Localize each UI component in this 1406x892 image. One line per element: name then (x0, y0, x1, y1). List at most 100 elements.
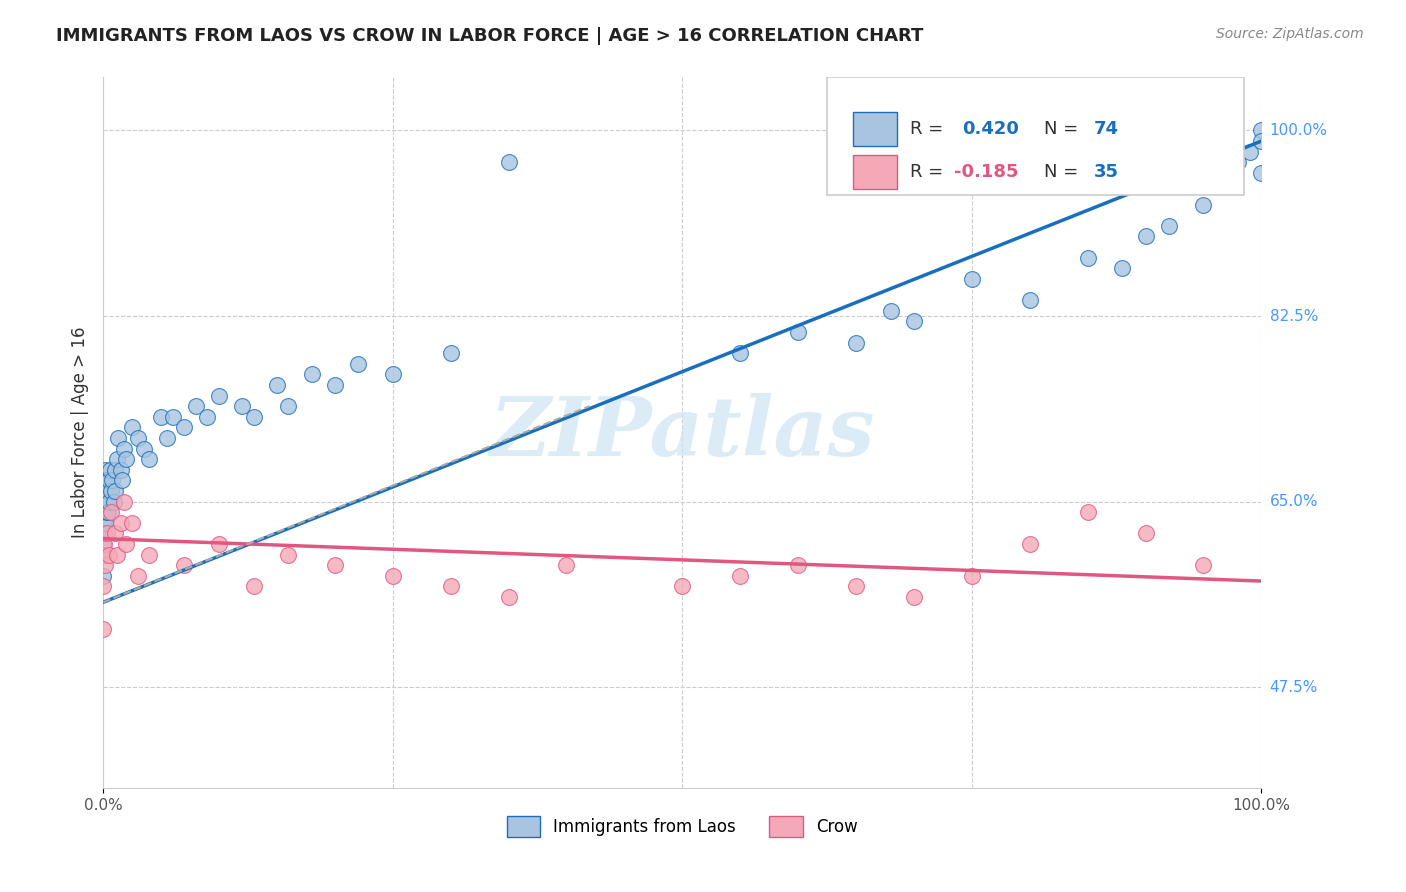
Point (110, 463, 132, 477)
Text: IMMIGRANTS FROM LAOS VS CROW IN LABOR FORCE | AGE > 16 CORRELATION CHART: IMMIGRANTS FROM LAOS VS CROW IN LABOR FO… (56, 27, 924, 45)
Text: 100.0%: 100.0% (1270, 123, 1327, 138)
Point (91, 474, 114, 488)
Point (110, 516, 132, 530)
Point (1227, 155, 1250, 169)
Point (97, 474, 120, 488)
Point (97, 483, 120, 498)
Point (91, 505, 114, 519)
Point (91, 516, 114, 530)
Point (112, 494, 135, 508)
Point (1192, 558, 1215, 573)
Point (266, 378, 288, 392)
Point (1077, 251, 1099, 265)
Point (323, 558, 346, 573)
Point (1111, 261, 1133, 276)
Point (93, 483, 115, 498)
Point (1250, 166, 1272, 180)
Point (112, 442, 135, 456)
Text: 47.5%: 47.5% (1270, 680, 1317, 695)
Point (97, 505, 120, 519)
Point (1018, 537, 1040, 551)
Point (93, 505, 115, 519)
Text: 65.0%: 65.0% (1270, 494, 1319, 509)
Point (93, 537, 115, 551)
Point (903, 314, 925, 328)
Point (1250, 134, 1272, 148)
Point (100, 505, 122, 519)
Point (107, 431, 129, 445)
Point (173, 558, 195, 573)
Y-axis label: In Labor Force | Age > 16: In Labor Force | Age > 16 (72, 326, 89, 539)
Point (277, 399, 299, 413)
Point (104, 526, 127, 541)
Point (98, 463, 121, 477)
Text: 74: 74 (1094, 120, 1118, 138)
Point (242, 409, 264, 424)
Point (1192, 197, 1215, 211)
Bar (852, 155, 897, 189)
Point (1135, 526, 1157, 541)
Bar (852, 112, 897, 146)
Point (231, 399, 253, 413)
Point (91, 548, 114, 562)
Point (787, 558, 810, 573)
Point (1250, 123, 1272, 137)
Point (1077, 505, 1099, 519)
Point (93, 494, 115, 508)
Point (381, 568, 404, 582)
Point (91, 622, 114, 636)
Point (728, 568, 751, 582)
Text: N =: N = (1043, 163, 1084, 181)
Point (91, 568, 114, 582)
Text: Source: ZipAtlas.com: Source: ZipAtlas.com (1216, 27, 1364, 41)
Point (103, 494, 125, 508)
Point (138, 548, 160, 562)
Legend: Immigrants from Laos, Crow: Immigrants from Laos, Crow (501, 810, 865, 844)
Point (93, 526, 115, 541)
Point (1157, 219, 1180, 233)
Point (845, 579, 868, 593)
Point (100, 483, 122, 498)
Text: N =: N = (1043, 120, 1084, 138)
Point (96, 526, 118, 541)
Point (381, 368, 404, 382)
Point (439, 346, 461, 360)
Point (96, 474, 118, 488)
Point (728, 346, 751, 360)
Point (208, 537, 231, 551)
Point (960, 568, 983, 582)
Point (91, 579, 114, 593)
Point (555, 558, 578, 573)
Point (1239, 145, 1261, 159)
Point (138, 452, 160, 467)
Point (91, 494, 114, 508)
Point (97, 494, 120, 508)
Point (97, 548, 120, 562)
Point (787, 325, 810, 339)
Text: R =: R = (911, 120, 949, 138)
Point (94, 516, 117, 530)
FancyBboxPatch shape (827, 78, 1244, 194)
Point (960, 272, 983, 286)
Point (156, 431, 179, 445)
Point (498, 155, 520, 169)
Point (347, 357, 370, 371)
Point (498, 590, 520, 604)
Point (104, 483, 127, 498)
Point (1215, 177, 1237, 191)
Point (242, 579, 264, 593)
Point (96, 494, 118, 508)
Point (91, 526, 114, 541)
Point (195, 409, 218, 424)
Point (111, 474, 134, 488)
Text: 35: 35 (1094, 163, 1118, 181)
Text: -0.185: -0.185 (955, 163, 1019, 181)
Point (94, 483, 117, 498)
Point (96, 505, 118, 519)
Point (184, 399, 207, 413)
Point (94, 463, 117, 477)
Point (105, 452, 128, 467)
Point (671, 579, 693, 593)
Text: R =: R = (911, 163, 949, 181)
Point (115, 537, 138, 551)
